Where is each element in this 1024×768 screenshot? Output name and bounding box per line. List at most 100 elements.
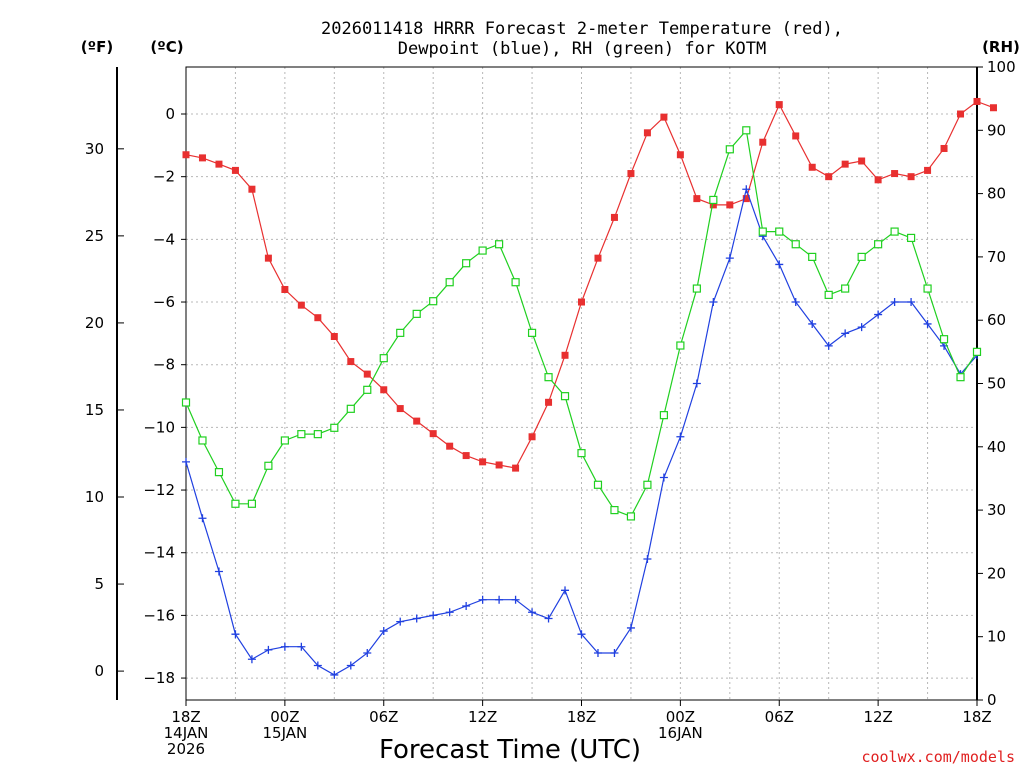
temperature-point (281, 285, 289, 293)
temperature-point (808, 163, 816, 171)
temperature-point (693, 195, 701, 203)
fahrenheit-unit-label: (ºF) (81, 38, 113, 56)
dewpoint-point (923, 319, 932, 328)
data-series (181, 97, 997, 679)
temperature-point (264, 254, 272, 262)
dewpoint-point (462, 601, 471, 610)
rh-point (280, 436, 289, 445)
dewpoint-point (824, 341, 833, 350)
dewpoint-point (231, 630, 240, 639)
temperature-point (479, 458, 487, 466)
temperature-point (594, 254, 602, 262)
rh-point (511, 278, 520, 287)
dewpoint-point (676, 432, 685, 441)
celsius-tick-label: −6 (153, 293, 175, 311)
dewpoint-point (742, 185, 751, 194)
x-tick-label: 18Z (171, 708, 200, 726)
temperature-point (462, 452, 470, 460)
dewpoint-point (297, 642, 306, 651)
temperature-point (841, 160, 849, 168)
x-tick-label: 2026 (167, 740, 205, 758)
celsius-tick-label: −4 (153, 230, 175, 248)
temperature-line (185, 100, 994, 469)
temperature-point (858, 157, 866, 165)
fahrenheit-tick-label: 25 (85, 227, 104, 245)
x-tick-label: 12Z (468, 708, 497, 726)
rh-point (824, 290, 833, 299)
dewpoint-point (412, 614, 421, 623)
temperature-point (874, 176, 882, 184)
fahrenheit-tick-label: 20 (85, 314, 104, 332)
x-tick-label: 15JAN (263, 724, 308, 742)
rh-point (198, 436, 207, 445)
dewpoint-point (214, 567, 223, 576)
x-tick-label: 00Z (666, 708, 695, 726)
temperature-point (297, 301, 305, 309)
rh-tick-label: 20 (987, 564, 1006, 582)
dewpoint-point (511, 595, 520, 604)
dewpoint-point (280, 642, 289, 651)
rh-point (923, 284, 932, 293)
temperature-point (742, 195, 750, 203)
celsius-tick-label: −14 (143, 544, 175, 562)
temperature-point (198, 154, 206, 162)
celsius-tick-label: −16 (143, 606, 175, 624)
rh-point (758, 227, 767, 236)
rh-point (775, 227, 784, 236)
temperature-point (347, 358, 355, 366)
rh-tick-label: 100 (987, 58, 1016, 76)
dewpoint-point (247, 655, 256, 664)
rh-point (264, 461, 273, 470)
rh-tick-label: 70 (987, 248, 1006, 266)
temperature-point (891, 170, 899, 178)
temperature-point (676, 151, 684, 159)
dewpoint-point (544, 614, 553, 623)
fahrenheit-tick-label: 15 (85, 401, 104, 419)
temperature-point (182, 151, 190, 159)
celsius-unit-label: (ºC) (150, 38, 183, 56)
rh-point (363, 385, 372, 394)
rh-series (181, 126, 982, 521)
temperature-point (627, 170, 635, 178)
dewpoint-point (396, 617, 405, 626)
rh-point (181, 398, 191, 407)
temperature-point (759, 138, 767, 146)
temperature-point (363, 370, 371, 378)
dewpoint-point (182, 457, 190, 466)
temperature-point (528, 433, 536, 441)
rh-point (577, 449, 586, 458)
dewpoint-point (890, 298, 899, 307)
rh-point (939, 335, 949, 344)
temperature-point (957, 110, 965, 118)
temperature-point (512, 464, 520, 472)
fahrenheit-tick-label: 5 (94, 575, 104, 593)
x-tick-label: 14JAN (164, 724, 209, 742)
dewpoint-point (264, 645, 273, 654)
x-tick-label: 12Z (863, 708, 892, 726)
dewpoint-point (363, 648, 372, 657)
fahrenheit-tick-label: 10 (85, 488, 104, 506)
rh-tick-label: 80 (987, 185, 1006, 203)
rh-point (478, 246, 487, 255)
rh-point (214, 468, 224, 477)
rh-point (610, 506, 619, 515)
rh-point (544, 373, 553, 382)
celsius-tick-label: −8 (153, 356, 175, 374)
rh-point (495, 240, 504, 249)
rh-point (857, 252, 866, 261)
tick-labels: 0−2−4−6−8−10−12−14−16−183025201510501009… (85, 58, 1016, 758)
rh-point (560, 392, 570, 401)
dewpoint-point (346, 661, 355, 670)
rh-point (841, 284, 850, 293)
rh-point (626, 512, 636, 521)
celsius-tick-label: −12 (143, 481, 175, 499)
temperature-point (660, 113, 668, 121)
rh-tick-label: 40 (987, 438, 1006, 456)
x-tick-label: 18Z (962, 708, 991, 726)
rh-point (709, 195, 718, 205)
dewpoint-point (379, 627, 388, 636)
rh-tick-label: 30 (987, 501, 1006, 519)
temperature-point (396, 405, 404, 413)
dewpoint-point (198, 514, 207, 523)
temperature-point (495, 461, 503, 469)
